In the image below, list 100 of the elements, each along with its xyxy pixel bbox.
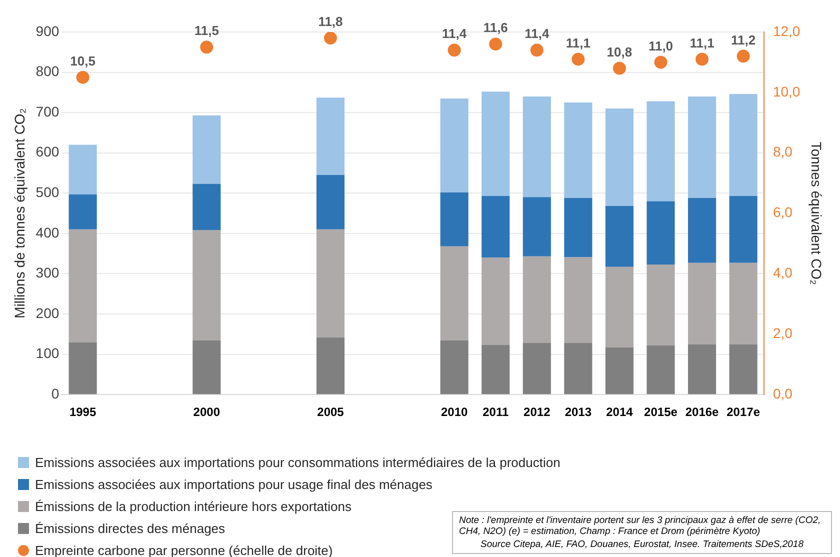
y2-tick-label: 6,0 [772, 204, 793, 220]
bar [482, 258, 510, 346]
y-tick-label: 300 [36, 264, 60, 281]
x-tick-label: 1995 [69, 405, 96, 420]
point [200, 40, 214, 54]
legend-label: Émissions de la production intérieure hors exportations [35, 498, 352, 514]
y-tick-label: 400 [36, 224, 60, 240]
bar [482, 345, 510, 394]
y-tick-label: 0 [51, 385, 60, 402]
y2-tick-label: 2,0 [772, 325, 793, 342]
data-label: 11,5 [194, 23, 219, 38]
x-tick-label: 2005 [317, 405, 344, 420]
bar [646, 201, 675, 264]
data-label: 11,0 [648, 38, 674, 54]
x-tick-label: 2012 [524, 405, 551, 420]
bar [646, 345, 675, 394]
bar [729, 196, 758, 263]
bar [564, 257, 592, 344]
bar [605, 266, 634, 348]
bar [688, 344, 716, 394]
x-tick-label: 2011 [482, 405, 509, 420]
data-label: 11,2 [731, 32, 756, 48]
y-tick-label: 900 [36, 22, 60, 39]
y2-axis-title: Tonnes équivalent CO₂ [808, 142, 825, 285]
bar [316, 175, 345, 230]
bar [729, 262, 758, 344]
bar [192, 340, 221, 394]
bar [482, 196, 510, 258]
data-label: 11,4 [524, 26, 550, 42]
bar [646, 101, 675, 202]
bar [316, 229, 345, 338]
bar [316, 337, 345, 394]
bar [440, 98, 468, 192]
y-tick-label: 200 [36, 304, 60, 321]
bar [440, 340, 468, 394]
x-tick-label: 2014 [606, 405, 634, 420]
data-label: 10,8 [606, 44, 632, 60]
bar [729, 344, 758, 394]
bar [192, 230, 221, 340]
point [736, 50, 750, 63]
y-tick-label: 800 [36, 63, 60, 80]
x-tick-label: 2017e [726, 405, 760, 420]
bar [688, 198, 716, 263]
point [324, 32, 337, 45]
data-label: 11,6 [483, 20, 508, 36]
bar [440, 192, 468, 246]
bar [68, 144, 97, 194]
y2-tick-label: 0,0 [772, 385, 793, 402]
data-label: 11,1 [690, 35, 714, 50]
legend-label: Émissions directes des ménages [35, 520, 226, 536]
data-label: 11,4 [442, 26, 468, 42]
x-tick-label: 2013 [564, 405, 592, 420]
y-tick-label: 600 [36, 144, 60, 160]
point [572, 52, 585, 66]
bar [68, 342, 97, 394]
bar [605, 347, 634, 394]
bar [564, 102, 592, 198]
bar [192, 115, 221, 184]
y-axis-title: Millions de tonnes équivalent CO₂ [11, 108, 28, 318]
bar [440, 246, 468, 340]
bar [688, 96, 716, 198]
bar [68, 194, 97, 230]
point [489, 38, 502, 51]
x-tick-label: 2000 [193, 405, 220, 420]
bar [564, 198, 592, 258]
x-tick-label: 2015e [644, 405, 678, 420]
bar [192, 184, 221, 230]
point [530, 44, 544, 57]
x-tick-label: 2010 [440, 405, 468, 420]
bar [605, 108, 634, 206]
bar [729, 94, 758, 196]
bar [522, 256, 551, 344]
y-tick-label: 500 [36, 184, 60, 200]
bar [605, 206, 634, 267]
legend-label: Emissions associées aux importations pour usage final des ménages [35, 476, 432, 492]
bar [688, 262, 716, 344]
point [448, 44, 461, 57]
point [654, 56, 668, 69]
bar [482, 92, 510, 196]
y2-tick-label: 12,0 [772, 22, 800, 39]
y-tick-label: 100 [36, 345, 60, 362]
source-note: Source Citepa, AIE, FAO, Douanes, Eurostat, Insee. Traitements SDeS,2018 [480, 539, 804, 550]
point [612, 62, 626, 75]
point [76, 70, 90, 84]
legend-label: Emissions associées aux importations pour consommations intermédiaires de la production [35, 454, 560, 470]
y-tick-label: 700 [36, 103, 60, 120]
bar [522, 343, 551, 394]
point [696, 52, 709, 66]
bar [646, 264, 675, 346]
bar [522, 197, 551, 256]
data-label: 10,5 [70, 53, 96, 68]
legend-label: Empreinte carbone par personne (échelle de droite) [35, 542, 333, 557]
bar [522, 96, 551, 198]
data-label: 11,1 [566, 35, 590, 50]
bar [68, 229, 97, 342]
bar [316, 98, 345, 176]
y2-tick-label: 10,0 [772, 83, 800, 100]
bar [564, 343, 592, 394]
data-label: 11,8 [318, 14, 343, 30]
y2-tick-label: 8,0 [772, 144, 793, 160]
